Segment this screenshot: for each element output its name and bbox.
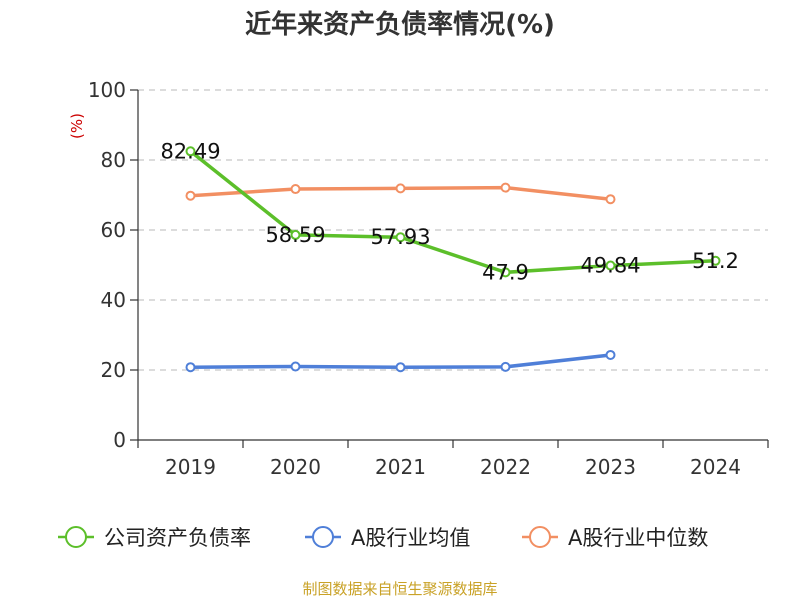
data-point bbox=[395, 362, 406, 373]
chart-title: 近年来资产负债率情况(%) bbox=[245, 10, 555, 40]
legend-marker-circle bbox=[312, 526, 334, 548]
legend-label: A股行业中位数 bbox=[568, 526, 708, 550]
legend-label: 公司资产负债率 bbox=[104, 526, 251, 550]
data-point bbox=[290, 229, 301, 240]
legend-marker-circle bbox=[529, 526, 551, 548]
data-label: 51.2 bbox=[692, 249, 739, 273]
data-source-note: 制图数据来自恒生聚源数据库 bbox=[302, 580, 498, 598]
x-tick-label: 2019 bbox=[165, 455, 216, 479]
x-tick-label: 2024 bbox=[690, 455, 741, 479]
y-tick-label: 40 bbox=[101, 288, 126, 312]
y-tick-label: 20 bbox=[101, 358, 126, 382]
data-point bbox=[185, 146, 196, 157]
y-tick-label: 80 bbox=[101, 148, 126, 172]
x-tick-label: 2021 bbox=[375, 455, 426, 479]
x-tick-label: 2022 bbox=[480, 455, 531, 479]
y-axis-label: (%) bbox=[68, 113, 86, 139]
y-tick-label: 100 bbox=[88, 78, 126, 102]
data-point bbox=[290, 184, 301, 195]
y-tick-label: 0 bbox=[113, 428, 126, 452]
data-label: 49.84 bbox=[580, 254, 640, 278]
data-point bbox=[500, 182, 511, 193]
x-tick-label: 2023 bbox=[585, 455, 636, 479]
data-point bbox=[605, 349, 616, 360]
data-point bbox=[395, 232, 406, 243]
series-line bbox=[189, 149, 716, 275]
data-point bbox=[395, 183, 406, 194]
data-label: 82.49 bbox=[160, 139, 220, 163]
data-point bbox=[605, 194, 616, 205]
data-point bbox=[290, 361, 301, 372]
x-tick-label: 2020 bbox=[270, 455, 321, 479]
data-label: 58.59 bbox=[265, 223, 325, 247]
data-label: 57.93 bbox=[370, 225, 430, 249]
y-tick-label: 60 bbox=[101, 218, 126, 242]
data-point bbox=[185, 362, 196, 373]
data-point bbox=[500, 361, 511, 372]
legend-marker-circle bbox=[65, 526, 87, 548]
data-point bbox=[500, 267, 511, 278]
data-point bbox=[605, 260, 616, 271]
data-label: 47.9 bbox=[482, 260, 529, 284]
data-point bbox=[185, 190, 196, 201]
legend-label: A股行业均值 bbox=[351, 526, 470, 550]
data-point bbox=[710, 255, 721, 266]
